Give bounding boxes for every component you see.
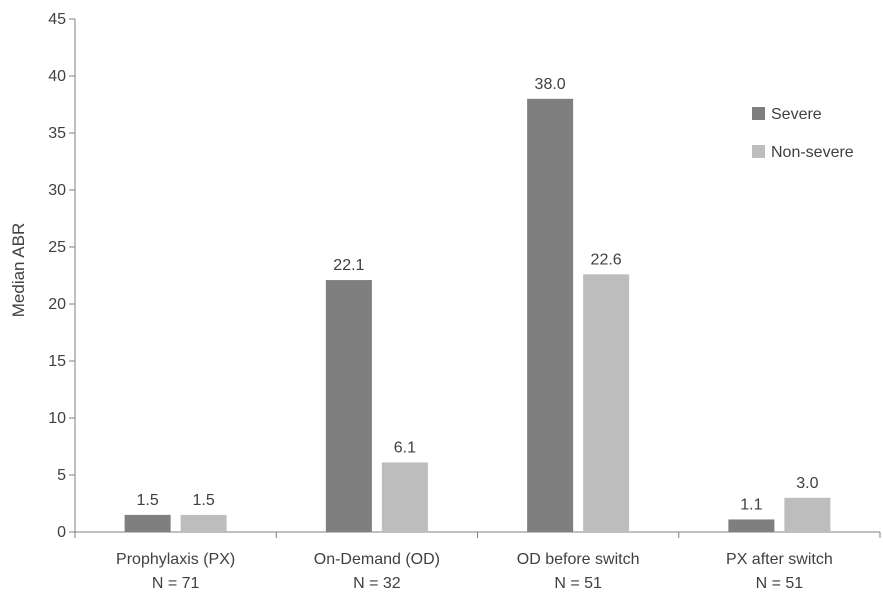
legend: Severe Non-severe xyxy=(752,106,854,161)
y-tick-label: 10 xyxy=(48,410,66,427)
y-tick-label: 15 xyxy=(48,353,66,370)
legend-swatch xyxy=(752,145,765,158)
x-category-n-label: N = 51 xyxy=(554,575,602,592)
bar-non-severe xyxy=(583,274,630,532)
bar-severe xyxy=(527,98,574,533)
x-category-label: OD before switch xyxy=(517,551,640,568)
x-category-n-label: N = 32 xyxy=(353,575,401,592)
data-labels: 1.5 1.5 22.1 6.1 38.0 22.6 1.1 3.0 xyxy=(137,76,819,514)
x-axis-labels: Prophylaxis (PX) N = 71 On-Demand (OD) N = … xyxy=(116,551,833,592)
y-tick-label: 20 xyxy=(48,296,66,313)
data-label: 22.6 xyxy=(591,251,622,268)
legend-label: Non-severe xyxy=(771,144,854,161)
x-category-n-label: N = 71 xyxy=(152,575,200,592)
data-label: 3.0 xyxy=(796,475,818,492)
bar-severe xyxy=(124,514,171,532)
bar-non-severe xyxy=(180,514,227,532)
y-tick-label: 30 xyxy=(48,182,66,199)
data-label: 38.0 xyxy=(535,76,566,93)
legend-label: Severe xyxy=(771,106,822,123)
data-label: 22.1 xyxy=(333,257,364,274)
bar-severe xyxy=(325,280,372,532)
x-category-label: Prophylaxis (PX) xyxy=(116,551,235,568)
axes xyxy=(74,19,881,538)
x-category-label: On-Demand (OD) xyxy=(314,551,440,568)
y-axis-ticks: 0 5 10 15 20 25 30 35 40 45 xyxy=(48,11,75,541)
data-label: 6.1 xyxy=(394,439,416,456)
y-axis-title: Median ABR xyxy=(9,223,28,318)
bar-non-severe xyxy=(784,497,831,532)
y-tick-label: 0 xyxy=(57,524,66,541)
y-tick-label: 45 xyxy=(48,11,66,28)
y-tick-label: 25 xyxy=(48,239,66,256)
x-category-n-label: N = 51 xyxy=(756,575,804,592)
y-tick-label: 35 xyxy=(48,125,66,142)
legend-swatch xyxy=(752,107,765,120)
bar-non-severe xyxy=(381,462,428,532)
bars xyxy=(124,98,831,533)
y-tick-label: 5 xyxy=(57,467,66,484)
data-label: 1.5 xyxy=(137,492,159,509)
data-label: 1.5 xyxy=(193,492,215,509)
x-category-label: PX after switch xyxy=(726,551,833,568)
data-label: 1.1 xyxy=(740,496,762,513)
y-tick-label: 40 xyxy=(48,68,66,85)
bar-severe xyxy=(728,519,775,532)
